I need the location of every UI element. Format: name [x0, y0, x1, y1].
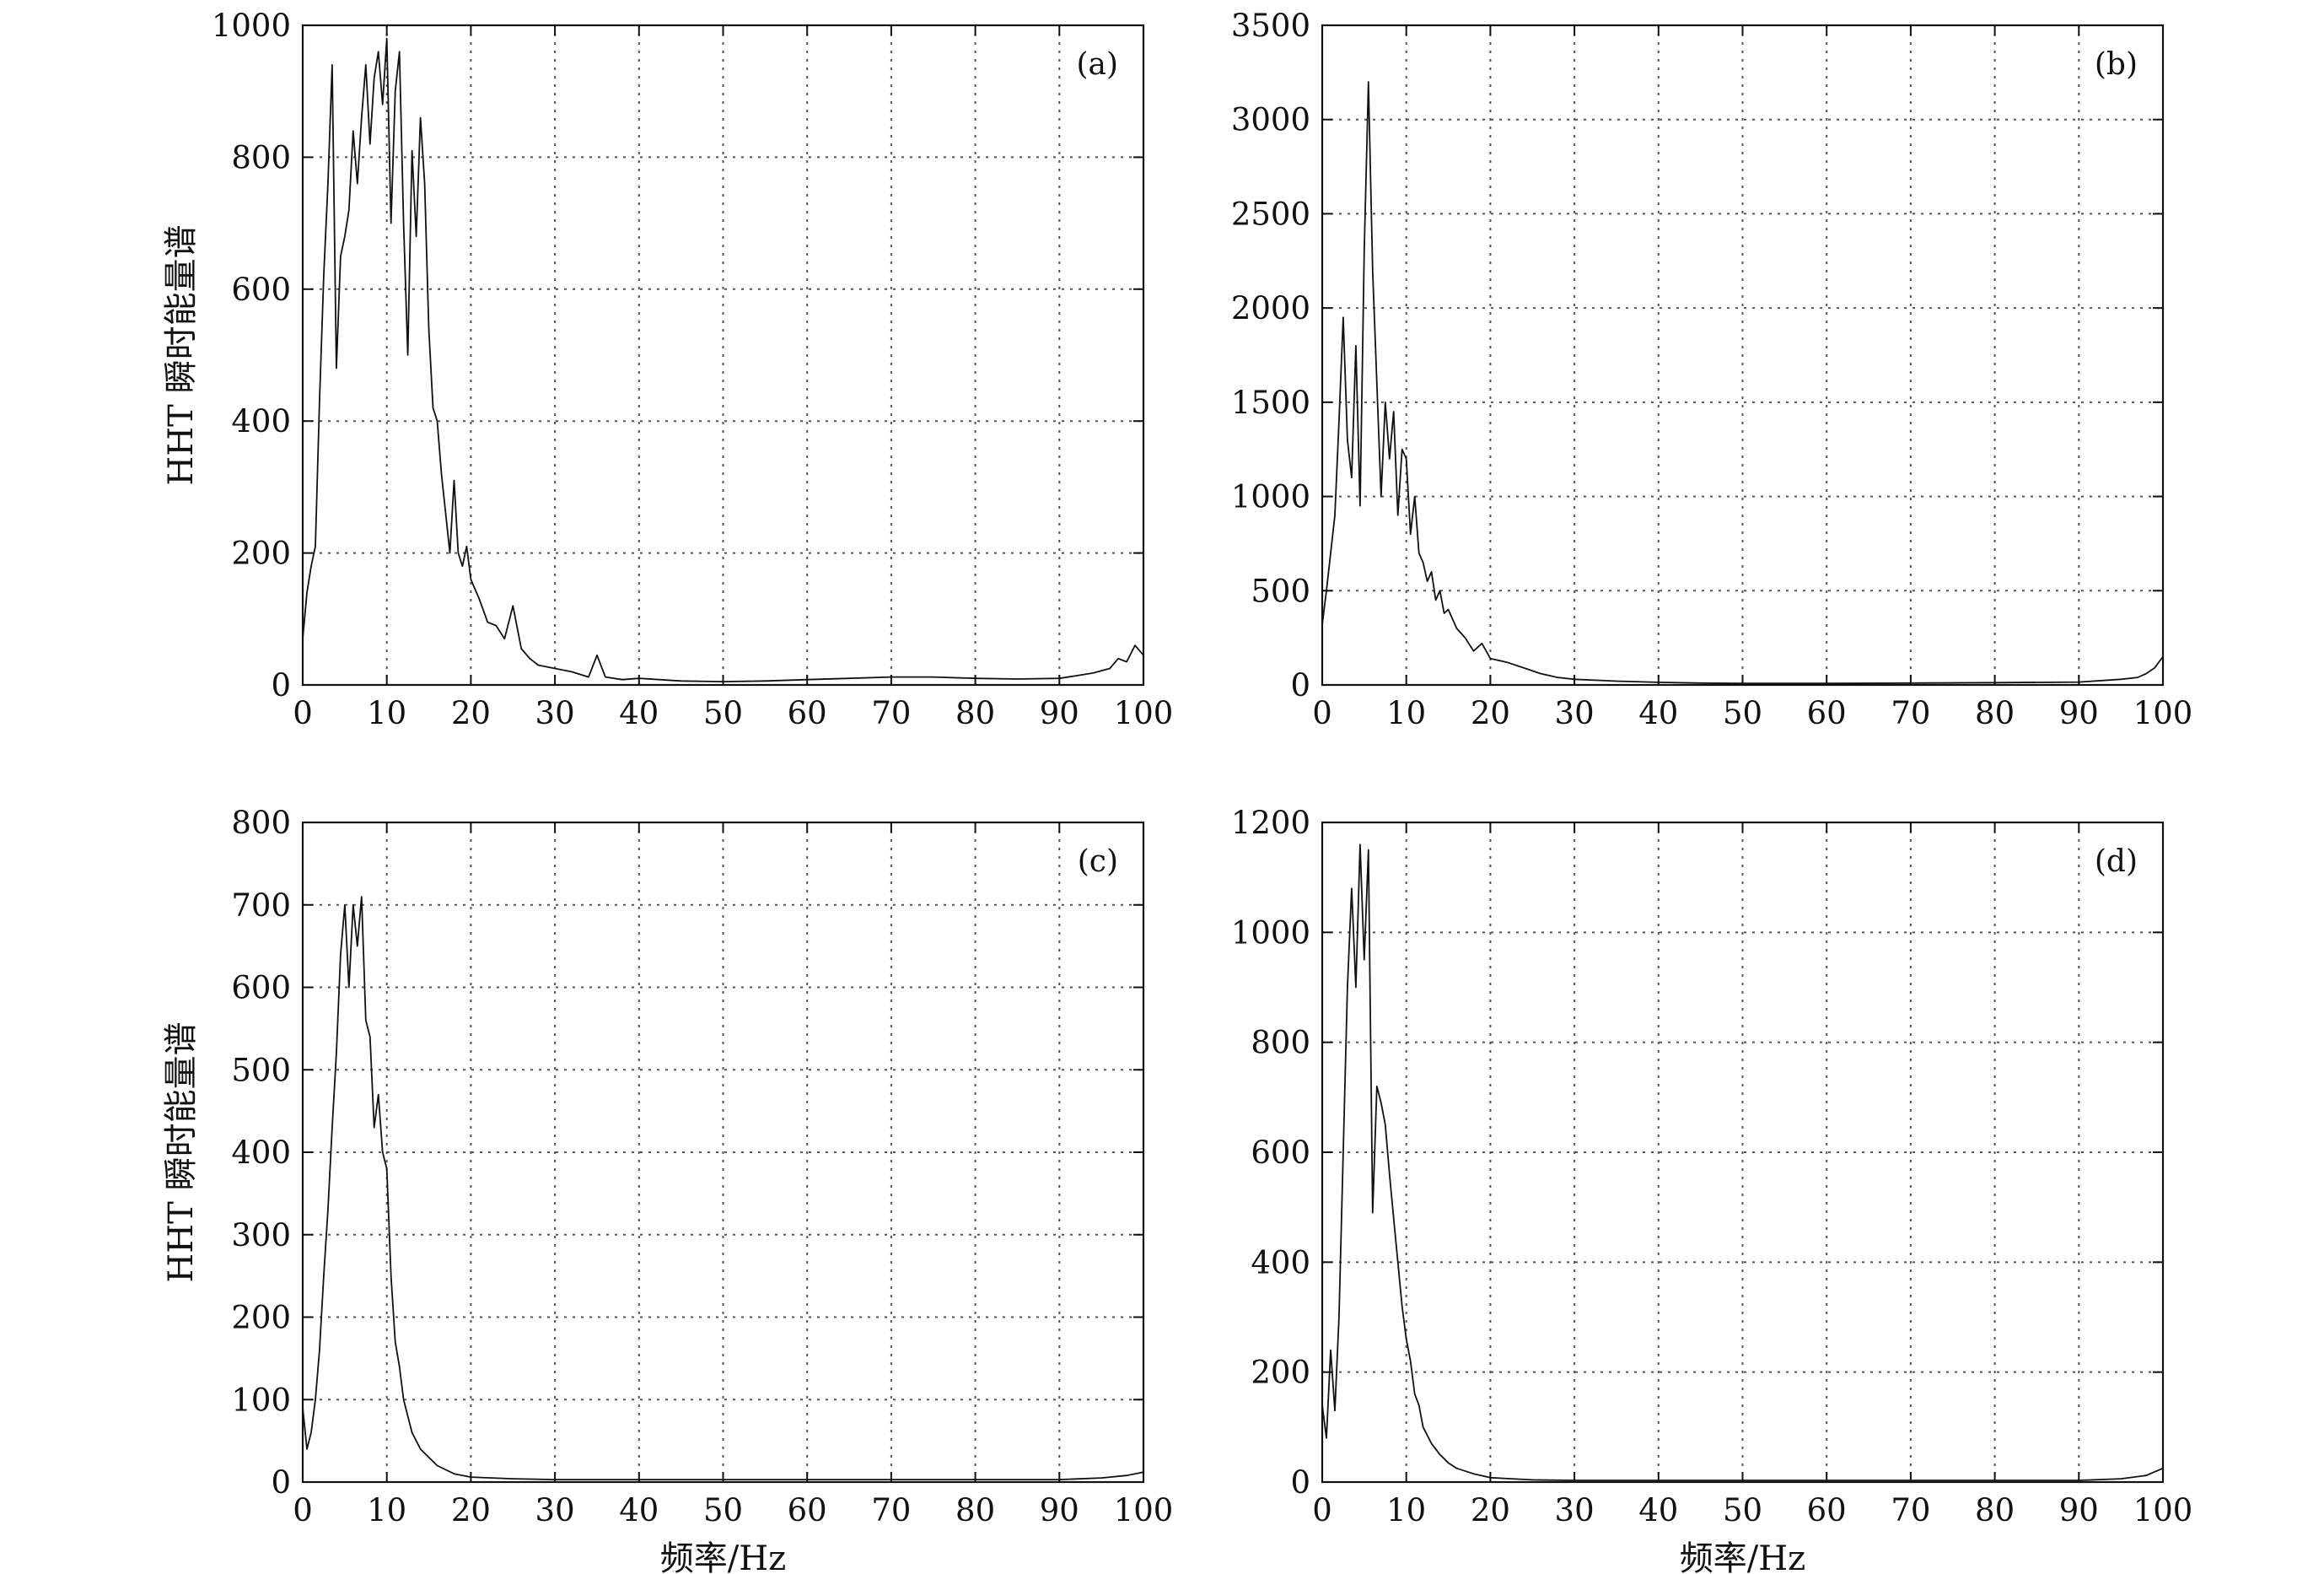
y-tick-label: 0	[271, 667, 291, 703]
series-line-b	[1321, 81, 2164, 685]
x-tick-label: 20	[1471, 1492, 1510, 1528]
panel-d: 0 10 20 30 40 50 60 70 80 90 100020040060080010001…	[1231, 805, 2192, 1574]
y-tick-label: 1000	[1231, 479, 1310, 515]
plot-frame	[1321, 821, 2165, 1484]
y-tick-label: 2500	[1231, 196, 1310, 232]
y-tick-label: 1000	[1231, 914, 1310, 951]
x-tick-label: 90	[2059, 695, 2099, 731]
x-tick-label: 80	[1975, 1492, 2015, 1528]
x-tick-label: 30	[535, 695, 575, 731]
x-tick-label: 90	[1040, 1492, 1079, 1528]
y-tick-label: 400	[231, 1135, 291, 1171]
x-tick-label: 10	[367, 1492, 406, 1528]
x-tick-label: 30	[535, 1492, 575, 1528]
y-tick-label: 300	[231, 1217, 291, 1253]
x-tick-label: 60	[1807, 1492, 1847, 1528]
x-tick-label: 40	[1638, 695, 1678, 731]
x-tick-label: 80	[955, 695, 995, 731]
series-line-a	[302, 37, 1144, 682]
panel-label: (c)	[1078, 844, 1118, 879]
y-tick-label: 200	[1251, 1355, 1310, 1391]
x-tick-label: 50	[703, 1492, 743, 1528]
x-tick-label: 70	[871, 1492, 911, 1528]
panel-b: 0 10 20 30 40 50 60 70 80 90 100050010001500200025…	[1231, 8, 2192, 731]
y-tick-label: 600	[1251, 1135, 1310, 1171]
y-tick-label: 600	[231, 272, 291, 308]
x-tick-label: 20	[451, 1492, 491, 1528]
x-tick-label: 40	[1638, 1492, 1678, 1528]
plot-frame	[1321, 24, 2165, 687]
x-tick-label: 100	[2133, 695, 2193, 731]
y-tick-label: 800	[231, 805, 291, 841]
x-tick-label: 0	[293, 695, 313, 731]
y-axis-label: HHT 瞬时能量谱	[162, 224, 201, 485]
x-tick-label: 50	[703, 695, 743, 731]
y-tick-label: 600	[231, 970, 291, 1006]
series-line-d	[1321, 844, 2164, 1481]
panel-label: (d)	[2095, 844, 2138, 879]
y-tick-label: 200	[231, 536, 291, 572]
panel-c: 0 10 20 30 40 50 60 70 80 90 100 0 100 200 300 400 500 60…	[162, 805, 1173, 1574]
x-tick-label: 70	[1891, 1492, 1930, 1528]
x-tick-label: 80	[1975, 695, 2015, 731]
x-tick-label: 70	[871, 695, 911, 731]
y-tick-label: 3500	[1231, 8, 1310, 44]
x-tick-label: 90	[1040, 695, 1079, 731]
x-tick-label: 60	[788, 695, 827, 731]
y-tick-label: 0	[1290, 1464, 1310, 1501]
y-tick-label: 800	[231, 139, 291, 175]
y-tick-label: 200	[231, 1300, 291, 1336]
y-tick-label: 1500	[1231, 385, 1310, 421]
y-tick-label: 500	[231, 1052, 291, 1088]
x-axis-label: 频率/Hz	[660, 1539, 786, 1574]
panel-label: (b)	[2095, 47, 2138, 82]
x-tick-label: 100	[1114, 695, 1174, 731]
y-tick-label: 500	[1251, 573, 1310, 609]
y-tick-label: 3000	[1231, 102, 1310, 138]
y-tick-label: 2000	[1231, 290, 1310, 326]
panel-a: 0 10 20 30 40 50 60 70 80 90 10002004006008001000(…	[162, 8, 1173, 731]
x-tick-label: 100	[2133, 1492, 2193, 1528]
x-tick-label: 40	[619, 695, 659, 731]
y-tick-label: 400	[231, 403, 291, 439]
y-tick-label: 100	[231, 1382, 291, 1418]
x-tick-label: 0	[293, 1492, 313, 1528]
y-tick-label: 0	[1290, 667, 1310, 703]
x-tick-label: 50	[1723, 1492, 1762, 1528]
x-tick-label: 10	[1386, 695, 1426, 731]
x-tick-label: 70	[1891, 695, 1930, 731]
x-tick-label: 0	[1312, 1492, 1332, 1528]
x-tick-label: 100	[1114, 1492, 1174, 1528]
y-tick-label: 0	[271, 1464, 291, 1501]
x-tick-label: 10	[367, 695, 406, 731]
plot-frame	[301, 821, 1145, 1484]
y-axis-label: HHT 瞬时能量谱	[162, 1021, 201, 1282]
series-line-c	[302, 896, 1144, 1480]
x-tick-label: 80	[955, 1492, 995, 1528]
x-tick-label: 90	[2059, 1492, 2099, 1528]
plot-frame	[301, 24, 1145, 687]
x-tick-label: 10	[1386, 1492, 1426, 1528]
x-tick-label: 60	[788, 1492, 827, 1528]
x-tick-label: 50	[1723, 695, 1762, 731]
panel-label: (a)	[1076, 47, 1118, 82]
y-tick-label: 1000	[212, 8, 291, 44]
x-tick-label: 20	[1471, 695, 1510, 731]
x-tick-label: 20	[451, 695, 491, 731]
x-tick-label: 0	[1312, 695, 1332, 731]
y-tick-label: 1200	[1231, 805, 1310, 841]
y-tick-label: 400	[1251, 1244, 1310, 1280]
x-tick-label: 30	[1555, 695, 1595, 731]
y-tick-label: 700	[231, 887, 291, 924]
y-tick-label: 800	[1251, 1025, 1310, 1061]
x-tick-label: 40	[619, 1492, 659, 1528]
x-tick-label: 30	[1555, 1492, 1595, 1528]
x-tick-label: 60	[1807, 695, 1847, 731]
x-axis-label: 频率/Hz	[1680, 1539, 1805, 1574]
